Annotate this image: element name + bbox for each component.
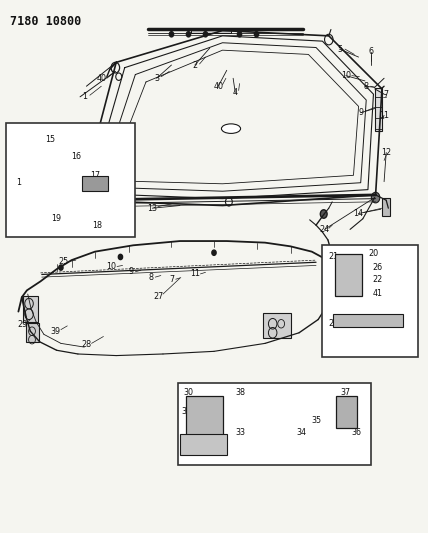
Circle shape	[372, 192, 380, 203]
Text: 12: 12	[381, 148, 391, 157]
Circle shape	[254, 31, 259, 37]
Text: 8: 8	[364, 82, 369, 91]
Bar	[186, 397, 223, 441]
Text: 18: 18	[92, 221, 102, 230]
Text: 27: 27	[154, 292, 164, 301]
Circle shape	[118, 254, 122, 260]
Bar	[336, 397, 357, 428]
Text: 41: 41	[373, 288, 383, 297]
Text: 19: 19	[52, 214, 62, 223]
Circle shape	[238, 31, 242, 37]
Circle shape	[186, 31, 190, 37]
Text: 34: 34	[296, 428, 306, 437]
Text: 38: 38	[236, 387, 246, 397]
Circle shape	[264, 415, 270, 423]
Text: 9: 9	[358, 108, 363, 117]
Text: 1: 1	[82, 92, 87, 101]
Ellipse shape	[221, 124, 241, 133]
Text: 7180 10800: 7180 10800	[10, 14, 81, 28]
Text: 2: 2	[192, 61, 197, 69]
Bar	[178, 383, 372, 465]
Text: 40: 40	[213, 82, 223, 91]
Circle shape	[59, 265, 63, 270]
Text: 26: 26	[373, 263, 383, 272]
Text: 40: 40	[96, 74, 106, 83]
Bar	[322, 245, 418, 357]
Text: 31: 31	[181, 407, 191, 416]
Text: 4: 4	[233, 88, 238, 97]
Circle shape	[88, 204, 93, 211]
Text: 30: 30	[184, 387, 193, 397]
Circle shape	[169, 31, 174, 37]
Text: 7: 7	[383, 90, 389, 99]
Text: 3: 3	[154, 74, 159, 83]
Circle shape	[203, 31, 208, 37]
Bar	[190, 28, 231, 33]
Bar	[8, 134, 14, 139]
Bar	[375, 88, 382, 131]
Bar	[82, 176, 108, 191]
Text: 5: 5	[337, 45, 342, 54]
Bar	[333, 314, 403, 327]
Text: 39: 39	[51, 327, 61, 336]
Text: 11: 11	[379, 111, 389, 120]
Text: 24: 24	[319, 225, 330, 234]
Bar	[26, 323, 39, 342]
Text: 28: 28	[81, 341, 92, 350]
Text: 13: 13	[147, 204, 158, 213]
Text: 10: 10	[106, 262, 116, 271]
Text: 36: 36	[351, 428, 362, 437]
Text: 22: 22	[373, 275, 383, 284]
Text: 1: 1	[16, 178, 21, 187]
Bar	[6, 123, 135, 237]
Text: 25: 25	[58, 257, 68, 265]
Text: 29: 29	[18, 320, 28, 329]
Text: 11: 11	[190, 269, 200, 278]
Text: 23: 23	[328, 319, 338, 328]
Text: 33: 33	[236, 428, 246, 437]
Circle shape	[212, 250, 216, 255]
Text: 9: 9	[128, 268, 134, 276]
Text: 14: 14	[354, 209, 363, 218]
Text: 10: 10	[341, 71, 351, 80]
Text: 7: 7	[169, 274, 174, 284]
Text: 6: 6	[369, 47, 374, 56]
Text: 8: 8	[149, 272, 154, 281]
Text: 20: 20	[369, 249, 378, 258]
Circle shape	[86, 188, 92, 196]
Bar	[180, 433, 227, 455]
Text: 32: 32	[213, 428, 223, 437]
Bar	[263, 313, 291, 338]
Bar	[335, 254, 362, 296]
Text: 37: 37	[341, 387, 351, 397]
Text: 17: 17	[90, 171, 100, 180]
Text: 21: 21	[328, 253, 338, 262]
Bar	[23, 296, 38, 322]
Bar	[382, 198, 390, 216]
Text: 16: 16	[71, 152, 81, 161]
Circle shape	[320, 210, 327, 218]
Text: 35: 35	[311, 416, 321, 425]
Text: 15: 15	[45, 135, 55, 144]
